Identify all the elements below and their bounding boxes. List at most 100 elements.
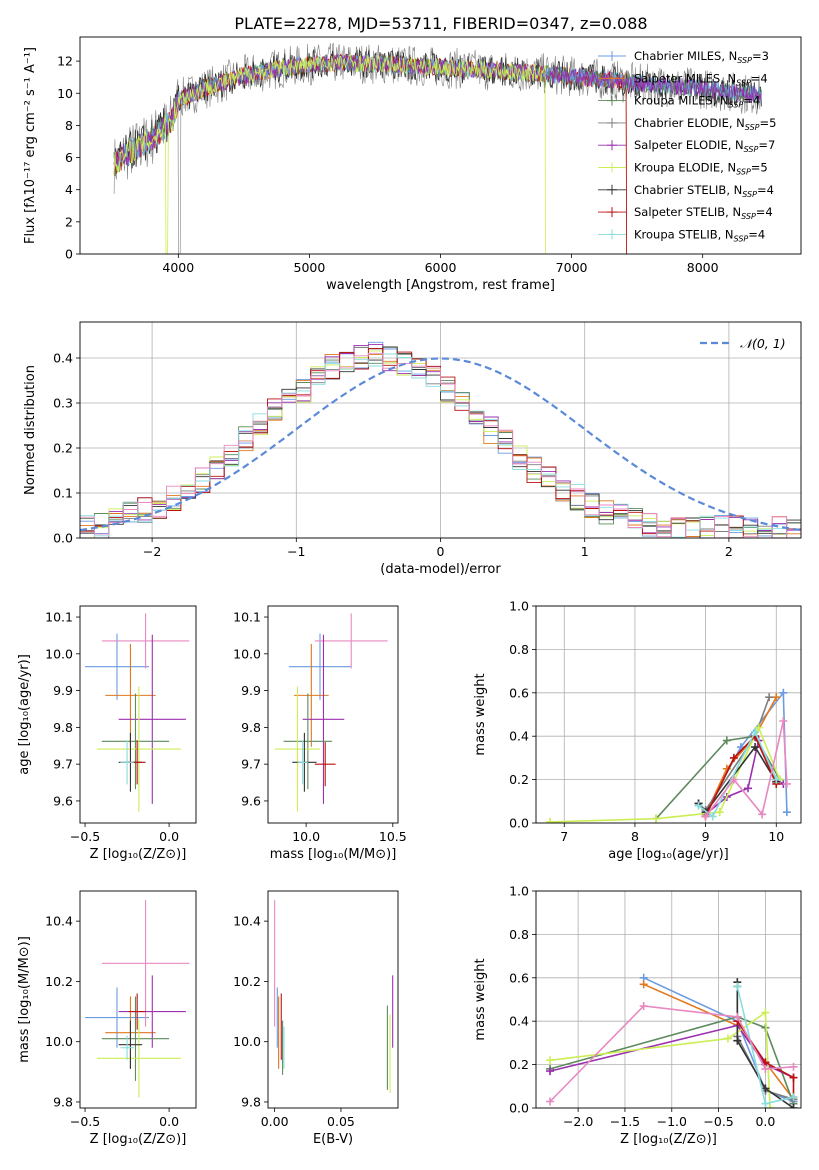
plot-area bbox=[113, 42, 762, 254]
plot-area bbox=[546, 688, 791, 823]
legend-label-1: Salpeter MILES, NSSP=4 bbox=[634, 71, 768, 87]
weight-marker bbox=[758, 810, 767, 819]
legend-marker-3 bbox=[607, 117, 617, 128]
weight-marker bbox=[722, 736, 731, 745]
y-tick-label: 0.3 bbox=[53, 396, 73, 411]
weight-marker bbox=[733, 982, 742, 991]
weight-marker bbox=[761, 1064, 770, 1073]
x-tick-label: 8000 bbox=[687, 260, 719, 275]
legend-label-0: Chabrier MILES, NSSP=3 bbox=[634, 49, 769, 65]
panel-5: −0.5 0.0 9.8 10.0 10.2 10.4 Z [log₁₀(Z/Z⊙)] mas… bbox=[17, 890, 197, 1147]
histogram-9 bbox=[80, 352, 801, 538]
axes-frame bbox=[267, 890, 399, 1109]
legend-label-8: Kroupa STELIB, NSSP=4 bbox=[634, 227, 765, 243]
x-tick-label: 0.0 bbox=[755, 1114, 775, 1129]
y-tick-label: 9.6 bbox=[241, 793, 261, 808]
y-tick-label: 6 bbox=[65, 150, 73, 165]
x-axis-label: Z [log₁₀(Z/Z⊙)] bbox=[90, 1132, 187, 1147]
legend-label-3: Chabrier ELODIE, NSSP=5 bbox=[634, 116, 776, 132]
y-tick-label: 9.8 bbox=[241, 1094, 261, 1109]
x-tick-label: 5000 bbox=[294, 260, 326, 275]
axes-frame bbox=[79, 605, 197, 824]
plot-area bbox=[80, 341, 801, 538]
weight-marker bbox=[789, 1073, 798, 1082]
y-axis-label: mass weight bbox=[473, 958, 488, 1040]
weight-marker bbox=[694, 801, 703, 810]
panel-3: 10.0 10.5 9.6 9.7 9.8 9.9 10.0 10.1 mass [log₁₀(… bbox=[233, 605, 407, 862]
panel-4: 7 8 9 10 0.0 0.2 0.4 0.6 0.8 1.0 age [log₁₀(age/yr… bbox=[473, 599, 802, 862]
legend-label-4: Salpeter ELODIE, NSSP=7 bbox=[634, 138, 775, 154]
x-tick-label: −1 bbox=[287, 544, 305, 559]
x-tick-label: 10.0 bbox=[292, 829, 320, 844]
weight-marker bbox=[779, 688, 788, 697]
y-tick-label: 9.9 bbox=[53, 683, 73, 698]
legend-marker-4 bbox=[607, 140, 617, 151]
legend-label-6: Chabrier STELIB, NSSP=4 bbox=[634, 183, 774, 199]
legend-marker-8 bbox=[607, 229, 617, 240]
weight-marker bbox=[729, 753, 738, 762]
weight-marker bbox=[546, 1056, 555, 1065]
weight-marker bbox=[754, 723, 763, 732]
weight-marker bbox=[715, 808, 724, 817]
plot-area bbox=[274, 613, 388, 812]
x-axis-label: mass [log₁₀(M/M⊙)] bbox=[270, 847, 397, 862]
errorbar-point-3 bbox=[302, 634, 345, 804]
plot-background bbox=[268, 606, 398, 823]
x-tick-label: −2 bbox=[143, 544, 161, 559]
y-tick-label: 10.0 bbox=[45, 1034, 73, 1049]
y-axis-label: age [log₁₀(age/yr)] bbox=[17, 654, 32, 775]
y-tick-label: 9.8 bbox=[53, 1094, 73, 1109]
weight-marker bbox=[761, 1008, 770, 1017]
y-tick-label: 10.0 bbox=[233, 1034, 261, 1049]
errorbar-point-6 bbox=[118, 1020, 143, 1069]
panel-6: 0.00 0.05 9.8 10.0 10.2 10.4 E(B-V) bbox=[233, 890, 399, 1147]
y-tick-label: 0.2 bbox=[509, 772, 529, 787]
weight-marker bbox=[772, 775, 781, 784]
x-axis-label: age [log₁₀(age/yr)] bbox=[608, 847, 729, 862]
errorbar-point-1 bbox=[101, 613, 190, 669]
weight-line-8 bbox=[698, 730, 778, 818]
legend-marker-7 bbox=[607, 207, 617, 218]
errorbar-point-0 bbox=[85, 987, 149, 1048]
errorbar-point-8 bbox=[120, 740, 134, 785]
weight-marker bbox=[546, 817, 555, 823]
weight-marker bbox=[765, 693, 774, 702]
weight-line-7 bbox=[704, 734, 778, 817]
weight-marker bbox=[639, 980, 648, 989]
x-tick-label: 0.05 bbox=[327, 1114, 355, 1129]
y-tick-label: 0.8 bbox=[509, 642, 529, 657]
x-tick-label: 8 bbox=[631, 829, 639, 844]
y-tick-label: 0 bbox=[65, 247, 73, 262]
y-tick-label: 10.2 bbox=[233, 974, 261, 989]
y-tick-label: 8 bbox=[65, 118, 73, 133]
y-tick-label: 10.4 bbox=[45, 914, 73, 929]
weight-marker bbox=[789, 1093, 798, 1102]
plot-area bbox=[546, 973, 798, 1108]
errorbar-point-5 bbox=[96, 1019, 181, 1098]
axes-frame bbox=[267, 605, 399, 824]
plot-area bbox=[85, 613, 190, 812]
y-tick-label: 9.7 bbox=[241, 757, 261, 772]
errorbar-point-0 bbox=[288, 633, 352, 700]
y-tick-label: 0.6 bbox=[509, 685, 529, 700]
plot-area bbox=[274, 900, 394, 1093]
spectrum-series-0 bbox=[113, 53, 762, 170]
x-tick-label: 0 bbox=[437, 544, 445, 559]
y-tick-label: 0.4 bbox=[53, 351, 73, 366]
y-tick-label: 9.6 bbox=[53, 793, 73, 808]
legend-marker-5 bbox=[607, 162, 617, 173]
x-tick-label: −0.5 bbox=[70, 829, 100, 844]
x-tick-label: 7 bbox=[560, 829, 568, 844]
x-tick-label: 6000 bbox=[425, 260, 457, 275]
legend-label: 𝒩(0, 1) bbox=[740, 336, 786, 351]
weight-marker bbox=[729, 775, 738, 784]
errorbar-point-0 bbox=[85, 633, 149, 700]
weight-line-0 bbox=[643, 977, 794, 1103]
weight-marker bbox=[701, 812, 710, 821]
y-tick-label: 4 bbox=[65, 182, 73, 197]
axes-frame bbox=[79, 36, 802, 255]
x-tick-label: −0.5 bbox=[703, 1114, 733, 1129]
errorbar-point-5 bbox=[96, 686, 181, 812]
axes-frame bbox=[79, 321, 802, 539]
